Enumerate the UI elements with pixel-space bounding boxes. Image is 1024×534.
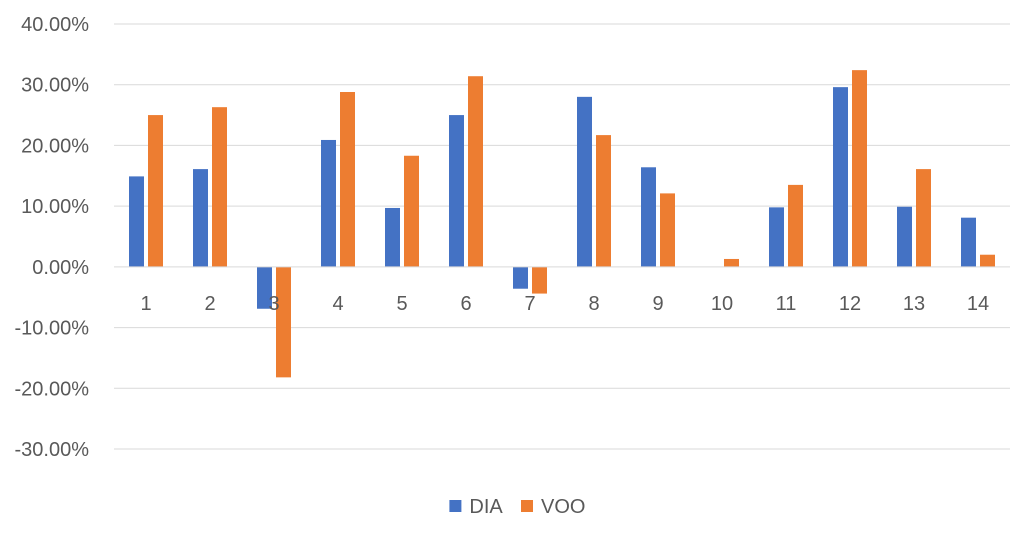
bar-voo (724, 258, 739, 267)
legend: DIA VOO (449, 496, 585, 518)
bar-dia (577, 96, 592, 267)
bar-voo (596, 135, 611, 267)
bar-dia (897, 206, 912, 267)
x-tick-label: 8 (588, 293, 599, 315)
x-tick-label: 3 (268, 293, 279, 315)
bar-voo (340, 92, 355, 267)
legend-label-dia: DIA (469, 496, 503, 518)
bar-voo (148, 115, 163, 267)
bar-dia (129, 176, 144, 267)
x-tick-label: 5 (396, 293, 407, 315)
x-axis: 1 2 3 4 5 6 7 8 9 10 11 12 13 14 (140, 293, 989, 315)
x-tick-label: 6 (460, 293, 471, 315)
y-axis: 40.00% 30.00% 20.00% 10.00% 0.00% -10.00% -20.… (15, 14, 90, 461)
x-tick-label: 9 (652, 293, 663, 315)
legend-label-voo: VOO (541, 496, 585, 518)
bar-voo (660, 193, 675, 267)
bar-voo (852, 70, 867, 267)
bar-dia (641, 167, 656, 267)
y-tick-label: -20.00% (15, 378, 90, 400)
bars-layer (129, 70, 995, 378)
bar-voo (276, 266, 291, 378)
y-tick-label: 40.00% (21, 14, 89, 36)
bar-dia (385, 207, 400, 267)
bar-dia (193, 169, 208, 267)
bar-voo (468, 76, 483, 267)
bar-voo (532, 266, 547, 294)
bar-voo (916, 169, 931, 267)
y-tick-label: -30.00% (15, 439, 90, 461)
y-tick-label: 10.00% (21, 196, 89, 218)
bar-dia (513, 266, 528, 289)
y-tick-label: 20.00% (21, 135, 89, 157)
x-tick-label: 1 (140, 293, 151, 315)
bar-voo (212, 107, 227, 267)
grid-layer (114, 23, 1010, 450)
x-tick-label: 10 (711, 293, 733, 315)
x-tick-label: 4 (332, 293, 343, 315)
bar-dia (833, 87, 848, 267)
legend-swatch-dia (449, 500, 462, 512)
legend-swatch-voo (521, 500, 533, 512)
bar-dia (449, 115, 464, 267)
bar-dia (769, 207, 784, 267)
x-tick-label: 7 (524, 293, 535, 315)
x-tick-label: 14 (967, 293, 989, 315)
x-tick-label: 13 (903, 293, 925, 315)
x-tick-label: 2 (204, 293, 215, 315)
bar-voo (980, 254, 995, 267)
bar-voo (404, 155, 419, 267)
bar-dia (961, 217, 976, 267)
y-tick-label: 30.00% (21, 75, 89, 97)
y-tick-label: -10.00% (15, 318, 90, 340)
bar-dia (321, 139, 336, 267)
x-tick-label: 11 (776, 293, 797, 315)
bar-voo (788, 184, 803, 267)
bar-dia (257, 266, 272, 309)
y-tick-label: 0.00% (32, 257, 89, 279)
x-tick-label: 12 (839, 293, 861, 315)
